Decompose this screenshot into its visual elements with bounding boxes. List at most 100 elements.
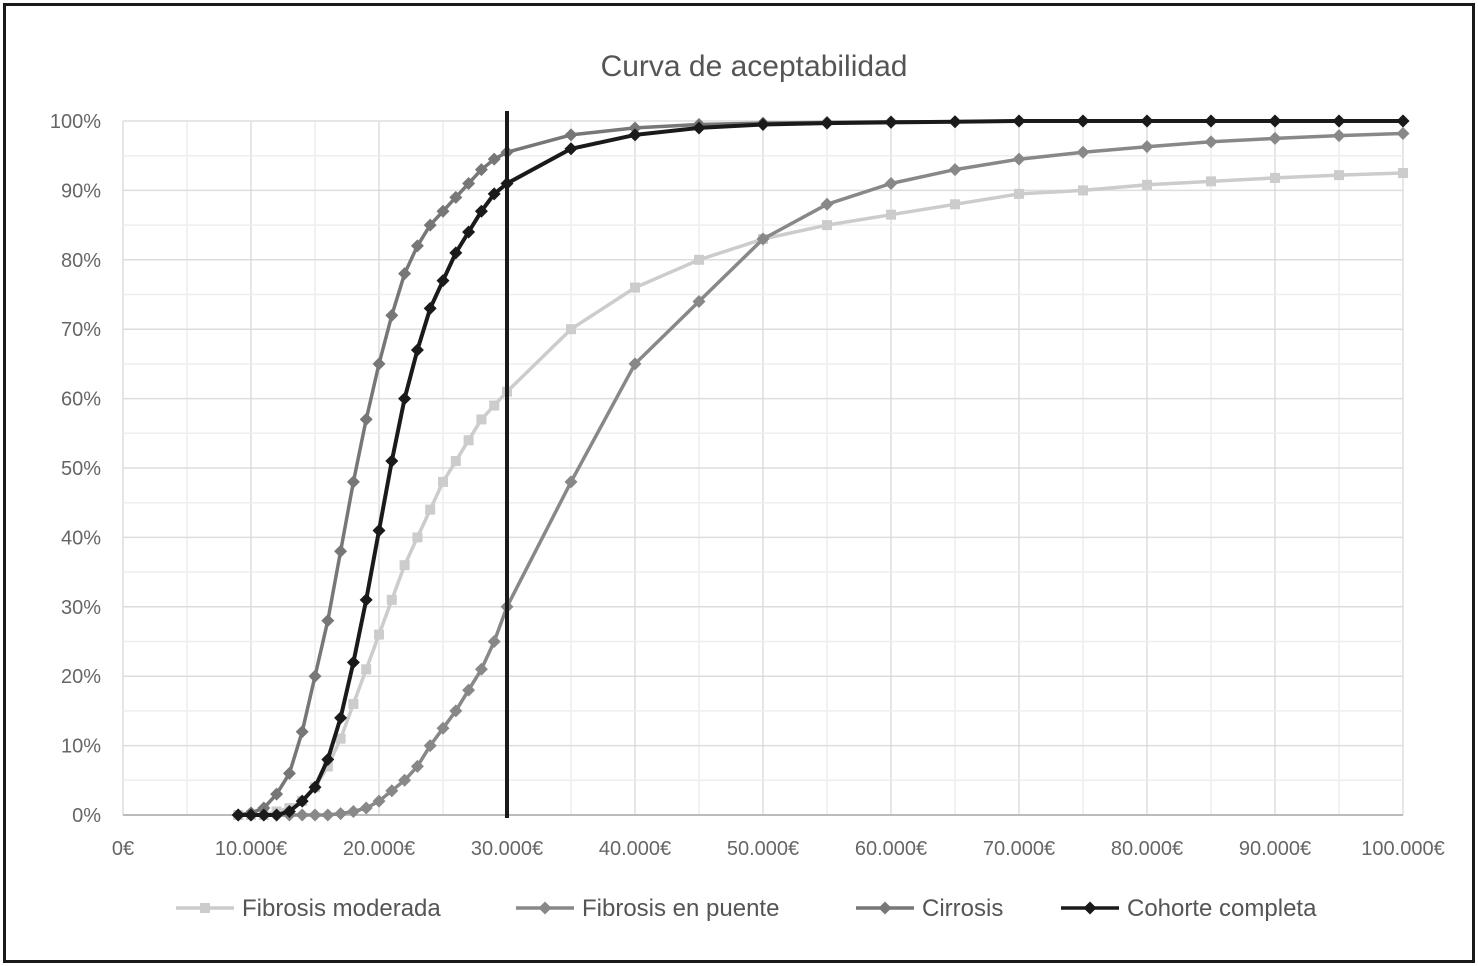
data-point bbox=[321, 614, 335, 628]
data-point bbox=[449, 190, 463, 204]
data-point bbox=[487, 152, 501, 166]
data-point bbox=[564, 128, 578, 142]
legend-label: Cohorte completa bbox=[1127, 895, 1317, 922]
data-point bbox=[335, 733, 346, 744]
data-point bbox=[474, 163, 488, 177]
legend: Fibrosis moderada Fibrosis en puente Cirro… bbox=[176, 895, 1317, 922]
data-point bbox=[756, 117, 770, 131]
data-point bbox=[1332, 114, 1346, 128]
data-point bbox=[463, 435, 474, 446]
data-point bbox=[1142, 179, 1152, 190]
y-axis-ticks: 0% 10% 20% 30% 40% 50% 60% 70% 80% 90% 100% bbox=[50, 111, 101, 827]
data-point bbox=[398, 267, 412, 281]
data-point bbox=[308, 669, 322, 683]
data-point bbox=[410, 343, 424, 357]
data-point bbox=[1012, 152, 1026, 166]
data-point bbox=[1140, 114, 1154, 128]
data-point bbox=[334, 711, 348, 725]
data-point bbox=[423, 301, 437, 315]
data-point bbox=[950, 199, 960, 210]
legend-marker bbox=[538, 901, 552, 915]
chart-frame: Curva de aceptabilidad 0% 10% 20% 30% 40% 50%… bbox=[3, 3, 1475, 963]
x-axis-ticks: 0€ 10.000€ 20.000€ 30.000€ 40.000€ 50.000€ 60.… bbox=[112, 838, 1445, 860]
legend-item: Fibrosis en puente bbox=[516, 895, 779, 922]
data-point bbox=[476, 414, 487, 425]
data-point bbox=[257, 808, 271, 822]
x-tick-label: 0€ bbox=[112, 838, 134, 860]
legend-item: Fibrosis moderada bbox=[176, 895, 441, 922]
data-point bbox=[295, 808, 309, 822]
data-point bbox=[820, 116, 834, 130]
data-point bbox=[295, 725, 309, 739]
data-point bbox=[1204, 135, 1218, 149]
data-point bbox=[346, 655, 360, 669]
y-tick-label: 30% bbox=[61, 597, 101, 619]
y-tick-label: 100% bbox=[50, 111, 101, 133]
data-point bbox=[487, 187, 501, 201]
data-point bbox=[1396, 126, 1410, 140]
data-point bbox=[1398, 168, 1408, 179]
x-tick-label: 80.000€ bbox=[1111, 838, 1183, 860]
data-point bbox=[692, 294, 706, 308]
data-point bbox=[410, 239, 424, 253]
x-tick-label: 50.000€ bbox=[727, 838, 799, 860]
data-point bbox=[244, 808, 258, 822]
data-point bbox=[1076, 114, 1090, 128]
data-point bbox=[1268, 131, 1282, 145]
data-point bbox=[412, 532, 423, 543]
y-tick-label: 90% bbox=[61, 180, 101, 202]
data-point bbox=[450, 456, 461, 467]
data-point bbox=[566, 324, 576, 335]
data-point bbox=[1396, 114, 1410, 128]
x-tick-label: 70.000€ bbox=[983, 838, 1055, 860]
data-point bbox=[372, 523, 386, 537]
data-point bbox=[374, 629, 384, 640]
data-point bbox=[438, 476, 448, 487]
data-point bbox=[308, 780, 322, 794]
data-point bbox=[1140, 140, 1154, 154]
data-point bbox=[348, 698, 359, 709]
chart-title: Curva de aceptabilidad bbox=[601, 50, 908, 83]
grid-lines bbox=[122, 120, 1404, 816]
y-tick-label: 70% bbox=[61, 319, 101, 341]
data-point bbox=[385, 308, 399, 322]
data-point bbox=[257, 801, 271, 815]
data-point bbox=[231, 808, 245, 822]
data-point bbox=[282, 766, 296, 780]
series-line bbox=[238, 131, 1404, 817]
data-point bbox=[628, 121, 642, 135]
legend-label: Fibrosis en puente bbox=[582, 895, 779, 922]
y-tick-label: 50% bbox=[61, 458, 101, 480]
data-point bbox=[346, 475, 360, 489]
data-point bbox=[423, 218, 437, 232]
data-point bbox=[449, 246, 463, 260]
data-point bbox=[489, 400, 500, 411]
y-tick-label: 60% bbox=[61, 389, 101, 411]
data-point bbox=[359, 412, 373, 426]
data-point bbox=[628, 128, 642, 142]
data-point bbox=[321, 808, 335, 822]
data-point bbox=[628, 357, 642, 371]
data-point bbox=[820, 197, 834, 211]
data-point bbox=[884, 115, 898, 129]
data-point bbox=[692, 121, 706, 135]
data-point bbox=[948, 163, 962, 177]
data-point bbox=[308, 808, 322, 822]
legend-label: Fibrosis moderada bbox=[242, 895, 441, 922]
data-point bbox=[398, 392, 412, 406]
data-point bbox=[1206, 176, 1216, 187]
data-point bbox=[630, 282, 640, 293]
data-point bbox=[884, 176, 898, 190]
data-point bbox=[386, 594, 397, 605]
legend-marker bbox=[1083, 901, 1097, 915]
y-tick-label: 80% bbox=[61, 250, 101, 272]
data-point bbox=[270, 787, 284, 801]
data-point bbox=[1270, 172, 1280, 183]
data-point bbox=[1204, 114, 1218, 128]
data-point bbox=[449, 704, 463, 718]
data-point bbox=[322, 761, 333, 772]
data-point bbox=[425, 504, 436, 515]
data-point bbox=[462, 176, 476, 190]
legend-item: Cohorte completa bbox=[1061, 895, 1317, 922]
data-point bbox=[399, 560, 410, 571]
